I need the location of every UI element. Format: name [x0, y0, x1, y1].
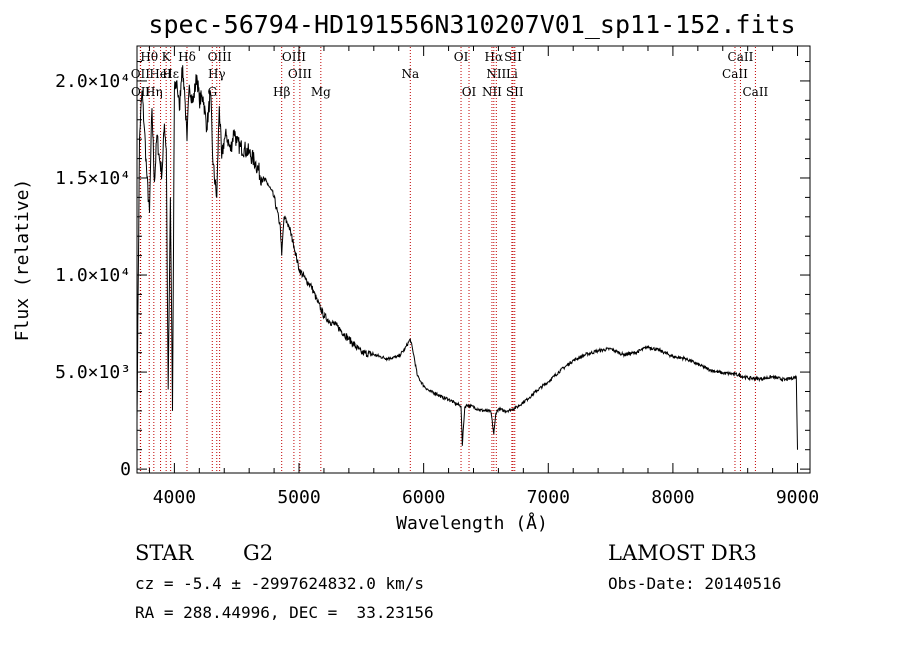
redshift-info: cz = -5.4 ± -2997624832.0 km/s: [135, 574, 424, 593]
line-label-0-3: OIII: [208, 50, 232, 64]
coordinates-info: RA = 288.44996, DEC = 33.23156: [135, 603, 434, 622]
line-label-1-3: Hγ: [208, 67, 226, 81]
observation-date: Obs-Date: 20140516: [608, 574, 782, 593]
line-label-2-1: Hη: [145, 85, 163, 99]
y-tick-label-1: 5.0×10³: [55, 362, 131, 383]
line-label-1-1: HeI: [149, 67, 172, 81]
line-label-2-3: Hβ: [273, 85, 290, 99]
line-label-0-5: OI: [454, 50, 469, 64]
y-tick-label-4: 2.0×10⁴: [55, 71, 131, 92]
line-label-1-8: CaII: [722, 67, 748, 81]
x-tick-label-2: 6000: [402, 487, 445, 508]
line-label-1-4: OIII: [288, 67, 312, 81]
plot-frame: [136, 45, 811, 474]
y-tick-label-0: 0: [120, 459, 131, 480]
line-label-0-0: Hθ: [140, 50, 158, 64]
line-label-2-7: SII: [506, 85, 524, 99]
x-tick-label-5: 9000: [776, 487, 819, 508]
line-label-0-4: OIII: [282, 50, 306, 64]
chart-title: spec-56794-HD191556N310207V01_sp11-152.f…: [148, 10, 795, 39]
line-label-0-2: Hδ: [178, 50, 196, 64]
line-label-2-0: OII: [131, 85, 151, 99]
line-label-2-4: Mg: [311, 85, 331, 99]
y-tick-label-2: 1.0×10⁴: [55, 265, 131, 286]
spectrum-line: [136, 65, 798, 450]
y-tick-label-3: 1.5×10⁴: [55, 168, 131, 189]
line-label-2-6: NII: [482, 85, 502, 99]
line-label-1-7: Li: [506, 67, 518, 81]
x-tick-label-0: 4000: [153, 487, 196, 508]
y-axis-label: Flux (relative): [12, 179, 33, 342]
survey-name: LAMOST DR3: [608, 541, 757, 565]
line-label-1-6: NII: [486, 67, 506, 81]
line-label-0-8: CaII: [728, 50, 754, 64]
line-label-2-2: G: [207, 85, 217, 99]
line-label-2-8: CaII: [742, 85, 768, 99]
x-tick-label-4: 8000: [651, 487, 694, 508]
object-subclass: G2: [243, 541, 274, 565]
x-axis-label: Wavelength (Å): [396, 512, 548, 534]
line-label-0-7: SII: [504, 50, 522, 64]
x-tick-label-3: 7000: [527, 487, 570, 508]
line-label-0-1: K: [162, 50, 172, 64]
line-label-0-6: Hα: [485, 50, 504, 64]
line-label-1-5: Na: [401, 67, 419, 81]
spectrum-series: [136, 65, 798, 450]
object-class: STAR: [135, 541, 194, 565]
line-label-2-5: OI: [462, 85, 477, 99]
line-label-1-2: Hε: [162, 67, 179, 81]
x-tick-label-1: 5000: [277, 487, 320, 508]
axes: 4000 5000 6000 7000 8000 9000 0 5.0×10³ 1.0×10⁴ 1…: [55, 46, 819, 508]
